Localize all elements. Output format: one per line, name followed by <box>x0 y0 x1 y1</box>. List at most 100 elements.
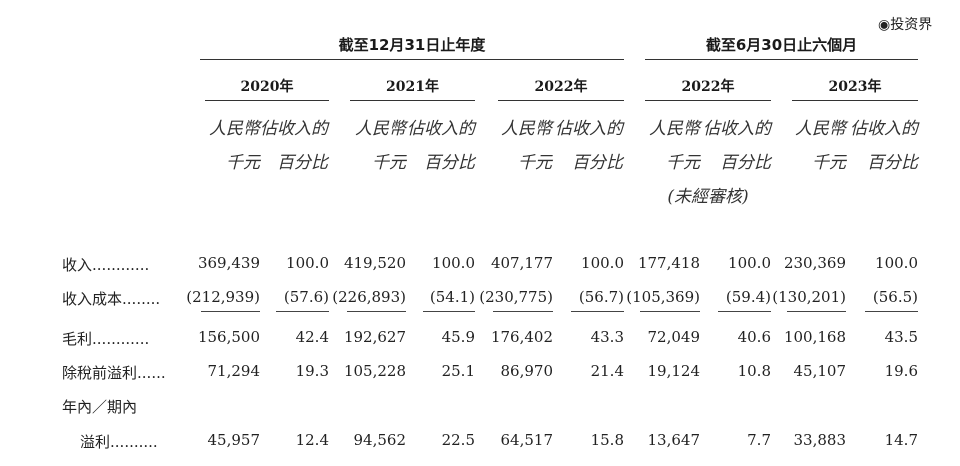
row-label-text: 溢利 <box>80 433 111 451</box>
row-label-profit-for-period: 溢利.......... <box>80 431 158 452</box>
col-header-pct-unit: 百分比 <box>277 153 328 173</box>
row-label-text: 收入成本 <box>62 290 123 308</box>
cell-pct-value: 100.0 <box>875 254 918 272</box>
cell-rmb-value: 71,294 <box>207 362 261 380</box>
unaudited-note: (未經審核) <box>667 187 749 207</box>
col-header-rmb-unit: 千元 <box>518 153 552 173</box>
subtotal-rule <box>865 311 918 312</box>
cell-pct-value: 100.0 <box>581 254 624 272</box>
col-header-rmb: 人民幣 <box>795 119 846 139</box>
period-rule-annual <box>200 59 624 60</box>
subtotal-rule <box>423 311 475 312</box>
watermark-text: ◉投资界 <box>878 17 933 33</box>
col-header-pct-unit: 百分比 <box>424 153 475 173</box>
row-label-leader: ............ <box>92 330 150 348</box>
cell-pct-value: 25.1 <box>441 362 475 380</box>
row-label-prefix: 年內／期內 <box>62 398 138 416</box>
col-header-pct: 佔收入的 <box>260 119 328 139</box>
col-header-pct: 佔收入的 <box>850 119 918 139</box>
cell-pct-value: 40.6 <box>737 328 771 346</box>
cell-rmb-value: 45,107 <box>793 362 847 380</box>
cell-rmb-value: 230,369 <box>783 254 846 272</box>
cell-rmb-value: 45,957 <box>207 431 261 449</box>
cell-pct-value: 14.7 <box>884 431 918 449</box>
row-label-leader: ...... <box>137 364 166 382</box>
cell-rmb-value: 19,124 <box>647 362 701 380</box>
subtotal-rule <box>571 311 624 312</box>
year-header-2020: 2020年 <box>240 79 294 95</box>
year-header-2022-h1: 2022年 <box>681 79 735 95</box>
col-header-pct: 佔收入的 <box>703 119 771 139</box>
cell-pct-value: 21.4 <box>590 362 624 380</box>
cell-pct-value: 100.0 <box>432 254 475 272</box>
col-header-rmb-unit: 千元 <box>812 153 846 173</box>
subtotal-rule <box>201 311 260 312</box>
col-header-pct: 佔收入的 <box>555 119 623 139</box>
cell-rmb-value: 369,439 <box>197 254 260 272</box>
cell-pct-value: (56.7) <box>578 288 624 306</box>
cell-rmb-value: 64,517 <box>500 431 554 449</box>
cell-pct-value: (54.1) <box>429 288 475 306</box>
cell-rmb-value: (230,775) <box>479 288 553 306</box>
cell-pct-value: 10.8 <box>737 362 771 380</box>
cell-pct-value: 43.5 <box>884 328 918 346</box>
col-header-pct-unit: 百分比 <box>720 153 771 173</box>
year-header-2021: 2021年 <box>386 79 439 95</box>
cell-rmb-value: (226,893) <box>332 288 406 306</box>
subtotal-rule <box>718 311 771 312</box>
subtotal-rule <box>787 311 846 312</box>
cell-rmb-value: 86,970 <box>500 362 554 380</box>
cell-rmb-value: (130,201) <box>772 288 846 306</box>
cell-pct-value: 100.0 <box>728 254 771 272</box>
row-label-revenue: 收入............ <box>62 254 149 275</box>
year-rule-2022 <box>498 100 624 101</box>
row-label-text: 收入 <box>62 256 93 274</box>
cell-rmb-value: 94,562 <box>353 431 407 449</box>
cell-rmb-value: 177,418 <box>637 254 700 272</box>
row-label-text: 毛利 <box>62 330 93 348</box>
cell-rmb-value: 407,177 <box>490 254 553 272</box>
row-label-profit-before-tax: 除稅前溢利...... <box>62 362 166 383</box>
row-label-leader: ........ <box>122 290 161 308</box>
col-header-rmb: 人民幣 <box>649 119 700 139</box>
cell-pct-value: (56.5) <box>872 288 918 306</box>
cell-pct-value: 19.3 <box>295 362 329 380</box>
year-rule-2023-h1 <box>792 100 918 101</box>
year-rule-2021 <box>350 100 475 101</box>
cell-rmb-value: 156,500 <box>197 328 260 346</box>
year-header-2022: 2022年 <box>534 79 588 95</box>
period-rule-six-months <box>645 59 918 60</box>
period-header-six-months: 截至6月30日止六個月 <box>705 36 858 54</box>
cell-pct-value: 100.0 <box>286 254 329 272</box>
cell-pct-value: 42.4 <box>295 328 329 346</box>
year-header-2023-h1: 2023年 <box>828 79 882 95</box>
col-header-pct-unit: 百分比 <box>572 153 623 173</box>
col-header-pct-unit: 百分比 <box>867 153 918 173</box>
cell-rmb-value: 105,228 <box>343 362 406 380</box>
subtotal-rule <box>276 311 329 312</box>
cell-rmb-value: 33,883 <box>793 431 847 449</box>
cell-rmb-value: 13,647 <box>647 431 701 449</box>
cell-pct-value: 15.8 <box>590 431 624 449</box>
col-header-rmb: 人民幣 <box>355 119 406 139</box>
cell-rmb-value: (212,939) <box>186 288 260 306</box>
col-header-rmb-unit: 千元 <box>666 153 700 173</box>
col-header-rmb-unit: 千元 <box>372 153 406 173</box>
row-label-leader: .......... <box>110 433 158 451</box>
row-label-leader: ............ <box>92 256 150 274</box>
cell-rmb-value: 192,627 <box>343 328 406 346</box>
cell-rmb-value: 72,049 <box>647 328 701 346</box>
cell-pct-value: 22.5 <box>441 431 475 449</box>
period-header-annual: 截至12月31日止年度 <box>338 36 486 54</box>
cell-rmb-value: 176,402 <box>490 328 553 346</box>
subtotal-rule <box>347 311 406 312</box>
cell-rmb-value: (105,369) <box>626 288 700 306</box>
col-header-rmb: 人民幣 <box>501 119 552 139</box>
cell-pct-value: 19.6 <box>884 362 918 380</box>
cell-pct-value: 7.7 <box>747 431 771 449</box>
row-label-gross-profit: 毛利............ <box>62 328 149 349</box>
subtotal-rule <box>640 311 700 312</box>
col-header-pct: 佔收入的 <box>407 119 475 139</box>
year-rule-2020 <box>205 100 329 101</box>
year-rule-2022-h1 <box>645 100 771 101</box>
